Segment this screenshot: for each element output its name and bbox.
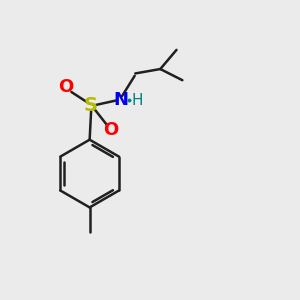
Text: O: O	[58, 78, 74, 96]
Text: H: H	[132, 93, 143, 108]
Text: N: N	[113, 91, 128, 109]
Text: S: S	[84, 96, 98, 115]
Text: O: O	[103, 121, 119, 139]
